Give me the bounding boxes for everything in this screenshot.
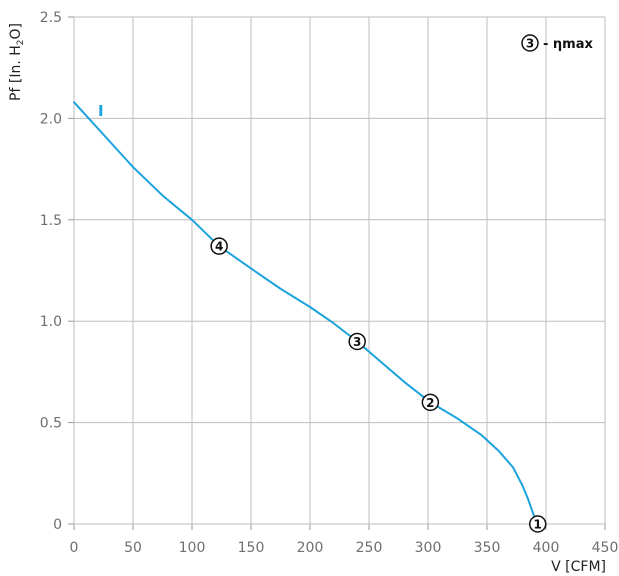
y-tick-label: 1.5 <box>40 213 62 229</box>
operating-point-4: 4 <box>210 237 228 255</box>
operating-point-label: 1 <box>534 518 542 532</box>
y-tick-label: 2.5 <box>40 10 62 26</box>
operating-point-3: 3 <box>348 332 366 351</box>
x-tick-label: 450 <box>592 540 619 556</box>
operating-point-circle <box>421 393 440 412</box>
operating-point-label: 4 <box>215 240 223 254</box>
y-axis-label: Pf [In. H2O] <box>8 23 26 101</box>
x-tick-label: 0 <box>70 540 79 556</box>
y-tick-label: 0.5 <box>40 416 62 432</box>
x-tick-label: 250 <box>356 540 383 556</box>
operating-point-circle <box>210 237 228 255</box>
x-tick-label: 100 <box>179 540 206 556</box>
legend-text: - ηmax <box>543 37 593 52</box>
x-tick-labels: 0 50 100 150 200 250 300 350 400 450 <box>70 540 619 556</box>
operating-point-label: 2 <box>426 396 434 410</box>
x-tick-label: 50 <box>124 540 142 556</box>
operating-point-markers: 1 2 3 4 <box>210 237 547 533</box>
operating-point-2: 2 <box>421 393 440 412</box>
x-tick-label: 300 <box>415 540 442 556</box>
y-tick-label: 1.0 <box>40 314 62 330</box>
operating-point-circle <box>348 332 366 351</box>
y-tick-labels: 0 0.5 1.0 1.5 2.0 2.5 <box>40 10 62 533</box>
series-label: I <box>98 102 104 120</box>
x-tick-label: 400 <box>533 540 560 556</box>
y-tick-label: 0 <box>53 517 62 533</box>
legend: 3 - ηmax <box>521 34 593 52</box>
series-line <box>73 101 539 525</box>
x-tick-label: 350 <box>474 540 501 556</box>
operating-point-1: 1 <box>528 515 547 533</box>
grid <box>68 16 606 530</box>
x-tick-label: 150 <box>238 540 265 556</box>
x-axis-label: V [CFM] <box>551 559 606 575</box>
x-tick-label: 200 <box>297 540 324 556</box>
operating-point-label: 3 <box>353 335 361 349</box>
y-tick-label: 2.0 <box>40 111 62 127</box>
legend-marker-circle <box>521 34 539 52</box>
series-layer: I <box>73 101 539 525</box>
legend-marker-label: 3 <box>526 37 534 51</box>
operating-point-circle <box>528 515 547 533</box>
